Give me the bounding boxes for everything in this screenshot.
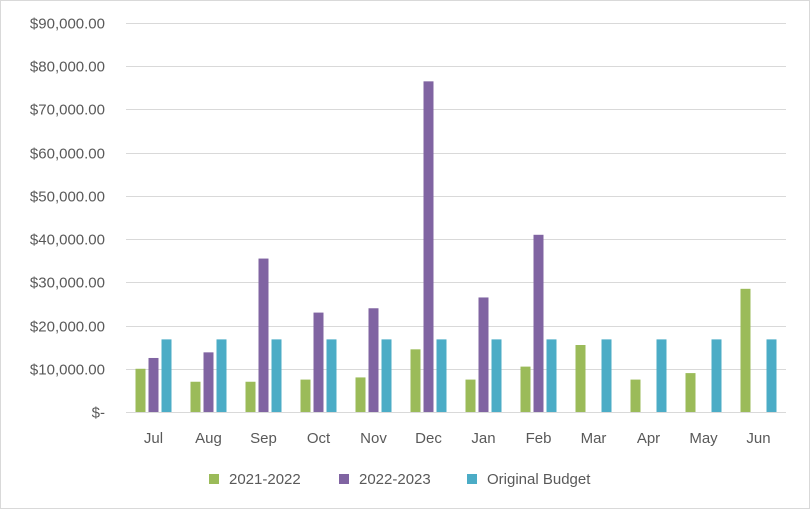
bars: [135, 81, 777, 412]
bar-original-budget-mar: [601, 339, 612, 412]
x-tick-label: Oct: [307, 430, 331, 447]
x-tick-label: Nov: [360, 430, 387, 447]
bar-original-budget-jul: [161, 339, 172, 412]
x-tick-label: May: [689, 430, 718, 447]
bar-2022-2023-oct: [313, 312, 324, 412]
bar-2022-2023-aug: [203, 352, 214, 412]
bar-2021-2022-jun: [740, 288, 751, 412]
bar-2021-2022-may: [685, 373, 696, 412]
y-tick-label: $60,000.00: [30, 146, 105, 163]
y-tick-label: $40,000.00: [30, 232, 105, 249]
bar-original-budget-dec: [436, 339, 447, 412]
bar-2021-2022-jan: [465, 379, 476, 412]
y-tick-label: $30,000.00: [30, 275, 105, 292]
x-tick-label: Aug: [195, 430, 222, 447]
bar-2022-2023-jul: [148, 357, 159, 412]
bar-2021-2022-aug: [190, 381, 201, 412]
legend-swatch: [467, 474, 477, 484]
bar-2021-2022-apr: [630, 379, 641, 412]
x-tick-label: Jan: [471, 430, 495, 447]
x-axis-tick-labels: Jul Aug Sep Oct Nov Dec Jan Feb Mar Apr May Jun: [144, 430, 771, 447]
bar-2022-2023-dec: [423, 81, 434, 412]
bar-2022-2023-nov: [368, 308, 379, 412]
legend: 2021-2022 2022-2023 Original Budget: [209, 471, 591, 488]
bar-original-budget-may: [711, 339, 722, 412]
bar-original-budget-jun: [766, 339, 777, 412]
legend-swatch: [339, 474, 349, 484]
x-tick-label: Apr: [637, 430, 660, 447]
legend-label: Original Budget: [487, 471, 591, 488]
bar-original-budget-oct: [326, 339, 337, 412]
x-tick-label: Mar: [581, 430, 607, 447]
bar-original-budget-apr: [656, 339, 667, 412]
bar-2021-2022-dec: [410, 349, 421, 412]
x-tick-label: Dec: [415, 430, 442, 447]
y-tick-label: $-: [92, 405, 105, 422]
y-tick-label: $20,000.00: [30, 319, 105, 336]
bar-2021-2022-mar: [575, 345, 586, 412]
bar-2022-2023-sep: [258, 258, 269, 412]
y-tick-label: $90,000.00: [30, 16, 105, 33]
y-axis-tick-labels: $- $10,000.00 $20,000.00 $30,000.00 $40,000.…: [30, 16, 105, 422]
bar-original-budget-aug: [216, 339, 227, 412]
gridlines: [126, 23, 786, 370]
y-tick-label: $50,000.00: [30, 189, 105, 206]
y-tick-label: $80,000.00: [30, 59, 105, 76]
bar-2021-2022-nov: [355, 377, 366, 412]
legend-label: 2021-2022: [229, 471, 301, 488]
x-tick-label: Feb: [526, 430, 552, 447]
bar-2021-2022-feb: [520, 366, 531, 412]
bar-2021-2022-jul: [135, 368, 146, 412]
bar-2021-2022-oct: [300, 379, 311, 412]
bar-original-budget-feb: [546, 339, 557, 412]
y-tick-label: $10,000.00: [30, 362, 105, 379]
bar-original-budget-jan: [491, 339, 502, 412]
legend-swatch: [209, 474, 219, 484]
x-tick-label: Jun: [746, 430, 770, 447]
bar-original-budget-nov: [381, 339, 392, 412]
y-tick-label: $70,000.00: [30, 102, 105, 119]
legend-label: 2022-2023: [359, 471, 431, 488]
bar-original-budget-sep: [271, 339, 282, 412]
bar-2021-2022-sep: [245, 381, 256, 412]
x-tick-label: Jul: [144, 430, 163, 447]
x-tick-label: Sep: [250, 430, 277, 447]
bar-2022-2023-feb: [533, 234, 544, 412]
bar-2022-2023-jan: [478, 297, 489, 412]
